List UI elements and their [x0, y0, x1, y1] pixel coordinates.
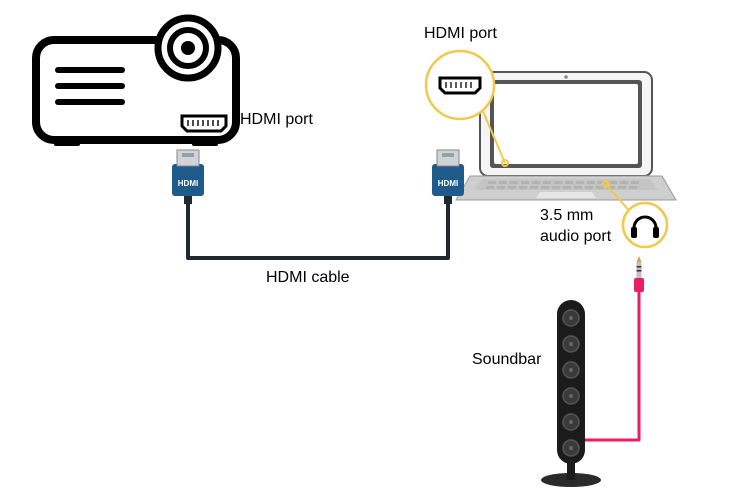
- soundbar-label: Soundbar: [472, 350, 541, 371]
- soundbar-icon: [541, 300, 601, 487]
- projector-port-label: HDMI port: [240, 110, 313, 131]
- projector-icon: [36, 18, 236, 146]
- audio-port-label: 3.5 mm audio port: [540, 206, 611, 248]
- svg-text:HDMI: HDMI: [178, 179, 198, 188]
- laptop-port-label: HDMI port: [424, 24, 497, 45]
- hdmi-cable: HDMI HDMI: [172, 150, 464, 258]
- hdmi-connector-left-icon: HDMI: [172, 150, 204, 196]
- diagram-stage: HDMI HDMI: [0, 0, 750, 500]
- hdmi-connector-right-icon: HDMI: [432, 150, 464, 196]
- hdmi-cable-label: HDMI cable: [266, 268, 350, 289]
- svg-text:HDMI: HDMI: [438, 179, 458, 188]
- audio-port-label-line2: audio port: [540, 228, 611, 245]
- audio-port-label-line1: 3.5 mm: [540, 207, 593, 224]
- audio-jack-icon: [634, 256, 644, 292]
- projector-hdmi-port-icon: [182, 116, 226, 131]
